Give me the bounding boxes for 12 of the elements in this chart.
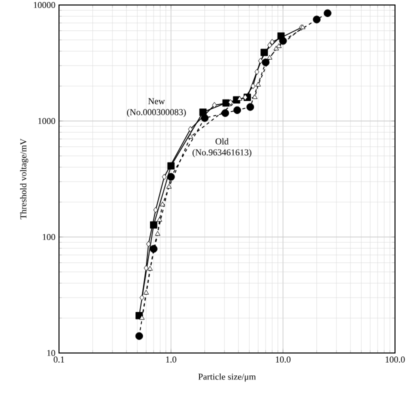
y-axis-title: Threshold voltage/mV [20, 138, 28, 220]
x-tick-label: 1.0 [166, 356, 176, 363]
x-tick-label: 0.1 [54, 356, 64, 363]
x-tick-label: 10.0 [276, 356, 291, 363]
annotation: New (No.000300083) [127, 98, 186, 118]
y-tick-label: 10 [47, 350, 56, 356]
y-tick-label: 1000 [38, 118, 56, 124]
annotation: Old (No.963461613) [192, 138, 252, 158]
y-tick-label: 100 [42, 234, 56, 240]
x-tick-label: 100.0 [386, 356, 405, 363]
y-tick-label: 10000 [34, 2, 56, 8]
x-axis-title: Particle size/μm [198, 373, 256, 382]
